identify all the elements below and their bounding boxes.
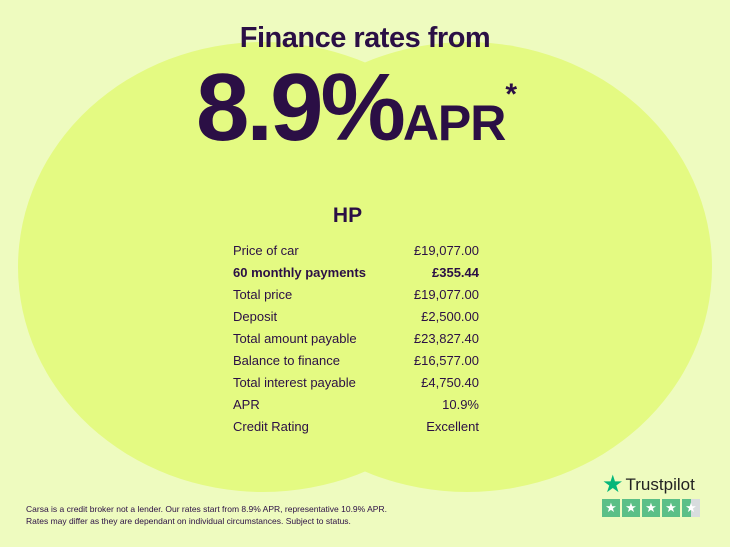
table-row: Balance to finance £16,577.00 bbox=[233, 349, 479, 371]
trustpilot-name: Trustpilot bbox=[625, 475, 695, 494]
table-row: Deposit £2,500.00 bbox=[233, 305, 479, 327]
row-value: £23,827.40 bbox=[413, 330, 479, 346]
table-row: 60 monthly payments £355.44 bbox=[233, 261, 479, 283]
row-label: APR bbox=[233, 396, 260, 412]
rating-star-icon: ★ bbox=[642, 499, 660, 517]
star-icon: ★ bbox=[602, 471, 624, 498]
disclaimer: Carsa is a credit broker not a lender. O… bbox=[26, 503, 387, 527]
row-label: Total amount payable bbox=[233, 330, 357, 346]
row-value: 10.9% bbox=[442, 396, 479, 412]
background-circle-right bbox=[222, 42, 712, 492]
rating-star-icon: ★ bbox=[602, 499, 620, 517]
row-value: £4,750.40 bbox=[421, 374, 479, 390]
row-label: 60 monthly payments bbox=[233, 264, 366, 280]
rate-suffix: APR bbox=[402, 95, 507, 151]
row-label: Balance to finance bbox=[233, 352, 340, 368]
product-heading: HP bbox=[332, 204, 363, 227]
rating-star-icon: ★ bbox=[682, 499, 700, 517]
row-label: Credit Rating bbox=[233, 418, 309, 434]
table-row: APR 10.9% bbox=[233, 393, 479, 415]
table-row: Credit Rating Excellent bbox=[233, 415, 479, 437]
rate-value: 8.9% bbox=[196, 54, 406, 161]
table-row: Total price £19,077.00 bbox=[233, 283, 479, 305]
row-value: £19,077.00 bbox=[413, 286, 479, 302]
table-row: Price of car £19,077.00 bbox=[233, 239, 479, 261]
row-label: Total interest payable bbox=[233, 374, 356, 390]
rating-star-icon: ★ bbox=[662, 499, 680, 517]
row-label: Deposit bbox=[233, 308, 278, 324]
row-value: Excellent bbox=[426, 418, 479, 434]
rating-stars: ★ ★ ★ ★ ★ bbox=[602, 499, 700, 517]
rate-asterisk: * bbox=[505, 78, 517, 111]
row-value: £2,500.00 bbox=[421, 308, 479, 324]
disclaimer-line: Carsa is a credit broker not a lender. O… bbox=[26, 504, 387, 514]
row-label: Total price bbox=[233, 286, 293, 302]
rating-star-icon: ★ bbox=[622, 499, 640, 517]
table-row: Total amount payable £23,827.40 bbox=[233, 327, 479, 349]
disclaimer-line: Rates may differ as they are dependant o… bbox=[26, 516, 351, 526]
trustpilot-badge: ★ Trustpilot ★ ★ ★ ★ ★ bbox=[602, 471, 700, 517]
row-value: £16,577.00 bbox=[413, 352, 479, 368]
trustpilot-logo: ★ Trustpilot bbox=[602, 471, 700, 498]
headline-rate: 8.9%APR* bbox=[196, 58, 517, 158]
row-label: Price of car bbox=[233, 242, 299, 258]
headline-title: Finance rates from bbox=[239, 22, 491, 54]
table-row: Total interest payable £4,750.40 bbox=[233, 371, 479, 393]
row-value: £355.44 bbox=[432, 264, 479, 280]
finance-table: Price of car £19,077.00 60 monthly payment… bbox=[233, 239, 479, 437]
row-value: £19,077.00 bbox=[413, 242, 479, 258]
